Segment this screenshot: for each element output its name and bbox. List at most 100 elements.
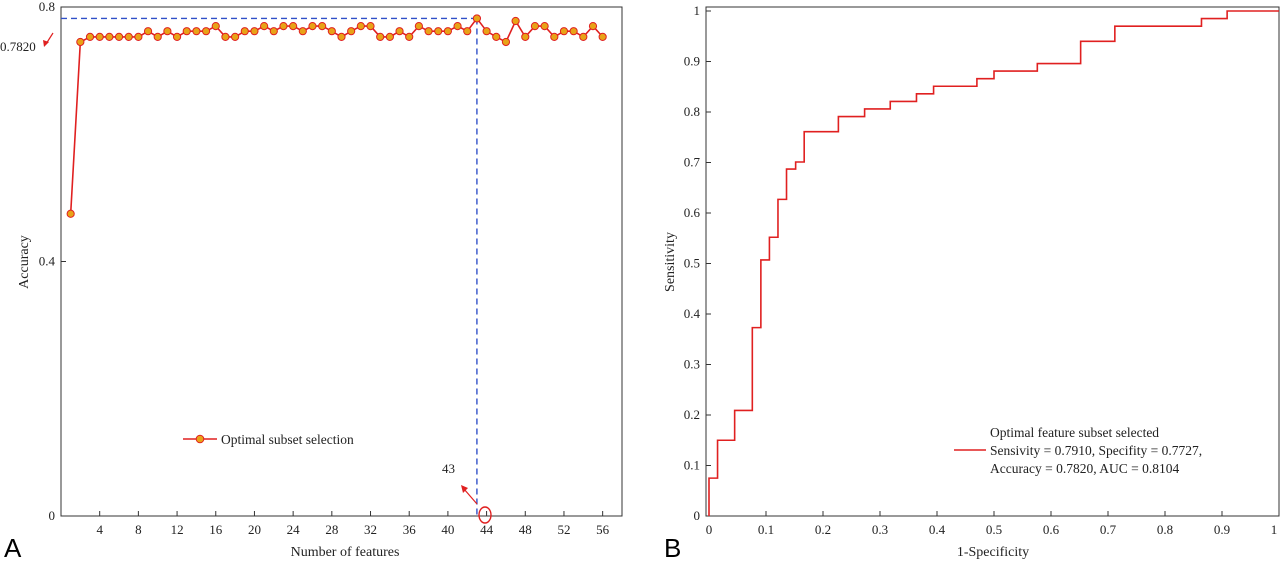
accuracy-point xyxy=(105,32,114,42)
left-x-ticks: 4 8 12 16 20 24 28 32 36 40 44 48 52 56 xyxy=(96,511,610,537)
right-y-tick-label: 0.5 xyxy=(684,256,700,271)
accuracy-point xyxy=(192,27,201,36)
accuracy-point xyxy=(472,14,482,23)
right-x-tick-label: 0.3 xyxy=(872,522,888,537)
accuracy-point xyxy=(260,21,269,31)
best-features-marker-circle xyxy=(478,506,492,524)
legend-label-optimal-subset: Optimal subset selection xyxy=(221,432,354,447)
left-y-tick-label: 0 xyxy=(49,508,56,523)
left-y-tick-label: 0.8 xyxy=(39,0,55,14)
right-y-axis-label: Sensitivity xyxy=(663,232,678,292)
accuracy-point xyxy=(153,32,162,42)
accuracy-point xyxy=(231,32,240,42)
right-x-tick-label: 0.6 xyxy=(1043,522,1060,537)
right-y-tick-label: 1 xyxy=(694,3,701,18)
roc-curve xyxy=(708,10,1279,516)
accuracy-point xyxy=(124,32,133,42)
roc-legend-line-1: Optimal feature subset selected xyxy=(990,425,1159,440)
left-x-tick-label: 24 xyxy=(287,522,301,537)
left-x-tick-label: 52 xyxy=(557,522,570,537)
accuracy-point xyxy=(521,32,530,42)
accuracy-point xyxy=(201,27,211,36)
accuracy-point xyxy=(95,32,104,42)
left-y-tick-label: 0.4 xyxy=(39,254,56,269)
accuracy-point xyxy=(85,32,95,42)
accuracy-point xyxy=(250,27,259,36)
right-x-tick-label: 1 xyxy=(1271,522,1278,537)
right-x-tick-label: 0.9 xyxy=(1214,522,1230,537)
accuracy-point xyxy=(347,27,356,36)
left-x-tick-label: 8 xyxy=(135,522,142,537)
left-x-tick-label: 28 xyxy=(325,522,338,537)
right-x-tick-label: 0.2 xyxy=(815,522,831,537)
right-legend: Optimal feature subset selected Sensivit… xyxy=(954,425,1202,476)
right-chart: 0 0.1 0.2 0.3 0.4 0.5 0.6 0.7 0.8 0.9 1 0 0.1 0.2 0.3… xyxy=(663,3,1280,560)
accuracy-point xyxy=(269,27,278,36)
left-y-ticks: 0 0.4 0.8 xyxy=(39,0,66,523)
left-x-tick-label: 40 xyxy=(441,522,454,537)
accuracy-point xyxy=(376,32,385,42)
right-y-tick-label: 0.1 xyxy=(684,458,700,473)
accuracy-point xyxy=(463,27,472,36)
accuracy-point xyxy=(143,27,153,36)
accuracy-point xyxy=(579,32,588,42)
accuracy-point xyxy=(569,27,578,36)
left-x-tick-label: 32 xyxy=(364,522,377,537)
roc-legend-line-2: Sensivity = 0.7910, Specifity = 0.7727, xyxy=(990,443,1202,458)
right-y-tick-label: 0 xyxy=(694,508,701,523)
right-plot-frame xyxy=(705,6,1280,517)
best-accuracy-annotation: 0.7820 xyxy=(0,39,36,54)
accuracy-point xyxy=(414,21,423,31)
accuracy-point xyxy=(76,37,85,47)
accuracy-point xyxy=(114,32,124,42)
best-features-arrow xyxy=(463,488,478,505)
accuracy-point xyxy=(182,27,191,36)
accuracy-point xyxy=(221,32,230,42)
left-x-axis-label: Number of features xyxy=(291,545,400,560)
left-y-axis-label: Accuracy xyxy=(17,235,32,289)
accuracy-point xyxy=(289,21,298,31)
panel-label-a: A xyxy=(4,533,22,561)
left-x-tick-label: 12 xyxy=(171,522,184,537)
right-y-tick-label: 0.3 xyxy=(684,357,700,372)
accuracy-point xyxy=(385,32,394,42)
accuracy-point xyxy=(308,21,317,31)
accuracy-point xyxy=(550,32,559,42)
legend-marker-swatch xyxy=(195,434,205,444)
left-chart: 4 8 12 16 20 24 28 32 36 40 44 48 52 56 00.40.8 Numbe… xyxy=(0,0,623,560)
left-x-tick-label: 20 xyxy=(248,522,261,537)
accuracy-point xyxy=(395,27,404,36)
right-x-tick-label: 0.4 xyxy=(929,522,946,537)
accuracy-point xyxy=(501,37,511,47)
accuracy-point xyxy=(424,27,433,36)
right-x-tick-label: 0.8 xyxy=(1157,522,1173,537)
right-x-tick-label: 0 xyxy=(706,522,713,537)
accuracy-point xyxy=(511,16,520,26)
accuracy-point xyxy=(598,32,607,42)
accuracy-point xyxy=(279,21,288,31)
accuracy-point xyxy=(540,21,549,31)
accuracy-point xyxy=(172,32,182,42)
right-y-tick-label: 0.8 xyxy=(684,104,700,119)
accuracy-point xyxy=(163,27,172,36)
accuracy-point xyxy=(298,27,307,36)
accuracy-point xyxy=(530,21,540,31)
right-x-axis-label: 1-Specificity xyxy=(957,545,1029,560)
accuracy-point xyxy=(318,21,327,31)
left-x-tick-label: 44 xyxy=(480,522,494,537)
accuracy-point xyxy=(492,32,501,42)
left-x-tick-label: 48 xyxy=(519,522,532,537)
accuracy-point xyxy=(559,27,569,36)
right-y-ticks: 0 0.1 0.2 0.3 0.4 0.5 0.6 0.7 0.8 0.9 1 xyxy=(684,3,711,523)
accuracy-point xyxy=(356,21,365,31)
right-y-tick-label: 0.2 xyxy=(684,407,700,422)
accuracy-point xyxy=(453,21,462,31)
right-y-tick-label: 0.6 xyxy=(684,205,701,220)
best-features-annotation: 43 xyxy=(442,461,455,476)
right-x-tick-label: 0.5 xyxy=(986,522,1002,537)
right-y-tick-label: 0.9 xyxy=(684,54,700,69)
accuracy-point xyxy=(482,27,491,36)
accuracy-point xyxy=(211,21,220,31)
panel-label-b: B xyxy=(664,533,681,561)
